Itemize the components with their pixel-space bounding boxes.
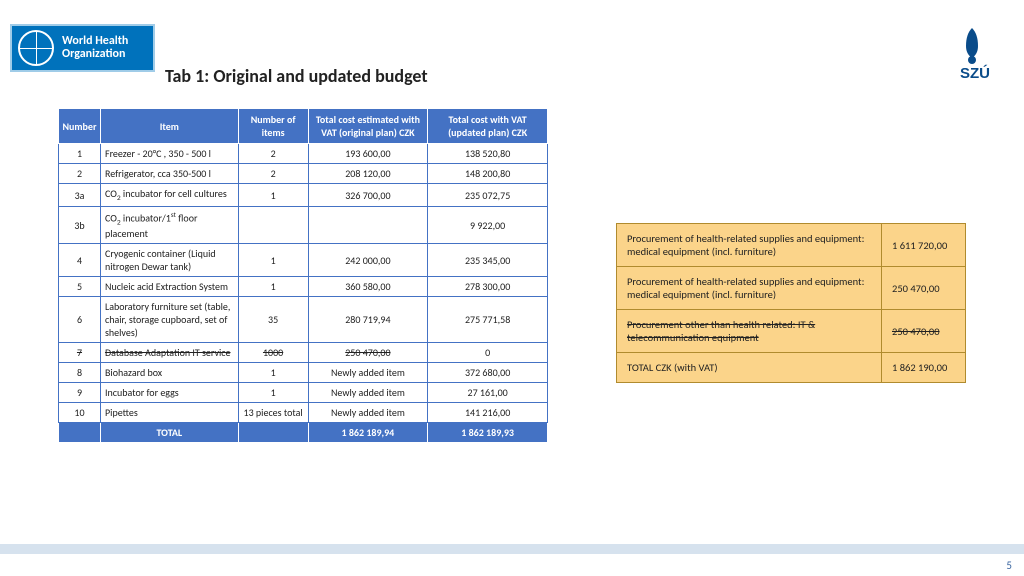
table-row: 1Freezer - 20°C , 350 - 500 l2193 600,00… — [59, 144, 548, 164]
cell-upd: 235 345,00 — [428, 244, 548, 277]
cell-upd: 278 300,00 — [428, 277, 548, 297]
table-row: 3aCO2 incubator for cell cultures1326 70… — [59, 184, 548, 207]
table-row: 6Laboratory furniture set (table, chair,… — [59, 297, 548, 343]
svg-text:SZÚ: SZÚ — [960, 64, 990, 82]
summary-label: Procurement of health-related supplies a… — [617, 267, 882, 310]
cell-upd: 141 216,00 — [428, 403, 548, 423]
cell-orig: 193 600,00 — [308, 144, 428, 164]
cell-upd: 148 200,80 — [428, 164, 548, 184]
cell-item: CO2 incubator/1st floor placement — [100, 207, 238, 244]
table-row: 3bCO2 incubator/1st floor placement 9 922… — [59, 207, 548, 244]
cell-item: Nucleic acid Extraction System — [100, 277, 238, 297]
summary-row: Procurement other than health related: I… — [617, 310, 966, 353]
summary-row: Procurement of health-related supplies a… — [617, 224, 966, 267]
cell-orig: 242 000,00 — [308, 244, 428, 277]
summary-value: 1 611 720,00 — [882, 224, 966, 267]
cell-number: 9 — [59, 383, 101, 403]
col-number: Number — [59, 109, 101, 144]
summary-label: TOTAL CZK (with VAT) — [617, 353, 882, 383]
cell-number: 6 — [59, 297, 101, 343]
footer-bar — [0, 544, 1024, 554]
cell-orig: Newly added item — [308, 363, 428, 383]
cell-qty: 1 — [238, 363, 308, 383]
cell-item: CO2 incubator for cell cultures — [100, 184, 238, 207]
table-row: 4Cryogenic container (Liquid nitrogen De… — [59, 244, 548, 277]
cell-qty: 2 — [238, 164, 308, 184]
cell-orig: 326 700,00 — [308, 184, 428, 207]
budget-table: Number Item Number of items Total cost e… — [58, 108, 548, 443]
page-number: 5 — [1006, 559, 1012, 572]
cell-item: Incubator for eggs — [100, 383, 238, 403]
cell-item: Freezer - 20°C , 350 - 500 l — [100, 144, 238, 164]
cell-item: Refrigerator, cca 350-500 l — [100, 164, 238, 184]
table-header-row: Number Item Number of items Total cost e… — [59, 109, 548, 144]
cell-orig: 280 719,94 — [308, 297, 428, 343]
cell-qty: 1000 — [238, 343, 308, 363]
cell-upd: 138 520,80 — [428, 144, 548, 164]
summary-row: Procurement of health-related supplies a… — [617, 267, 966, 310]
cell-number: 5 — [59, 277, 101, 297]
cell-qty: 1 — [238, 383, 308, 403]
summary-label: Procurement other than health related: I… — [617, 310, 882, 353]
cell-qty: 1 — [238, 184, 308, 207]
table-row: 7Database Adaptation IT service1000250 4… — [59, 343, 548, 363]
col-orig: Total cost estimated with VAT (original … — [308, 109, 428, 144]
cell-number: 4 — [59, 244, 101, 277]
who-line2: Organization — [62, 48, 128, 61]
summary-value: 1 862 190,00 — [882, 353, 966, 383]
cell-orig: 360 580,00 — [308, 277, 428, 297]
cell-orig: 250 470,00 — [308, 343, 428, 363]
cell-number: 7 — [59, 343, 101, 363]
cell-qty: 13 pieces total — [238, 403, 308, 423]
summary-value: 250 470,00 — [882, 267, 966, 310]
summary-value: 250 470,00 — [882, 310, 966, 353]
cell-qty — [238, 207, 308, 244]
cell-orig — [308, 207, 428, 244]
cell-number: 8 — [59, 363, 101, 383]
summary-label: Procurement of health-related supplies a… — [617, 224, 882, 267]
cell-number: 1 — [59, 144, 101, 164]
cell-orig: 208 120,00 — [308, 164, 428, 184]
cell-upd: 9 922,00 — [428, 207, 548, 244]
cell-orig: Newly added item — [308, 383, 428, 403]
cell-item: Database Adaptation IT service — [100, 343, 238, 363]
cell-orig: Newly added item — [308, 403, 428, 423]
cell-upd: 372 680,00 — [428, 363, 548, 383]
cell-item: Pipettes — [100, 403, 238, 423]
cell-qty: 1 — [238, 244, 308, 277]
cell-item: Biohazard box — [100, 363, 238, 383]
table-total-row: TOTAL1 862 189,941 862 189,93 — [59, 423, 548, 443]
cell-upd: 0 — [428, 343, 548, 363]
cell-upd: 275 771,58 — [428, 297, 548, 343]
col-item: Item — [100, 109, 238, 144]
cell-qty: 2 — [238, 144, 308, 164]
cell-number: 2 — [59, 164, 101, 184]
who-logo: World Health Organization — [10, 24, 155, 72]
cell-number: 10 — [59, 403, 101, 423]
who-logo-text: World Health Organization — [62, 35, 128, 61]
cell-item: Cryogenic container (Liquid nitrogen Dew… — [100, 244, 238, 277]
summary-table: Procurement of health-related supplies a… — [616, 223, 966, 383]
cell-upd: 27 161,00 — [428, 383, 548, 403]
table-row: 2Refrigerator, cca 350-500 l2208 120,001… — [59, 164, 548, 184]
cell-number: 3a — [59, 184, 101, 207]
summary-row: TOTAL CZK (with VAT)1 862 190,00 — [617, 353, 966, 383]
cell-upd: 235 072,75 — [428, 184, 548, 207]
cell-number: 3b — [59, 207, 101, 244]
table-row: 9Incubator for eggs1Newly added item27 1… — [59, 383, 548, 403]
col-qty: Number of items — [238, 109, 308, 144]
table-row: 8Biohazard box1Newly added item372 680,0… — [59, 363, 548, 383]
cell-qty: 35 — [238, 297, 308, 343]
cell-item: Laboratory furniture set (table, chair, … — [100, 297, 238, 343]
who-emblem-icon — [18, 30, 54, 66]
szu-logo: SZÚ — [936, 24, 990, 82]
page-title: Tab 1: Original and updated budget — [165, 65, 428, 87]
table-row: 10Pipettes13 pieces totalNewly added ite… — [59, 403, 548, 423]
col-upd: Total cost with VAT (updated plan) CZK — [428, 109, 548, 144]
table-row: 5Nucleic acid Extraction System1360 580,… — [59, 277, 548, 297]
cell-qty: 1 — [238, 277, 308, 297]
